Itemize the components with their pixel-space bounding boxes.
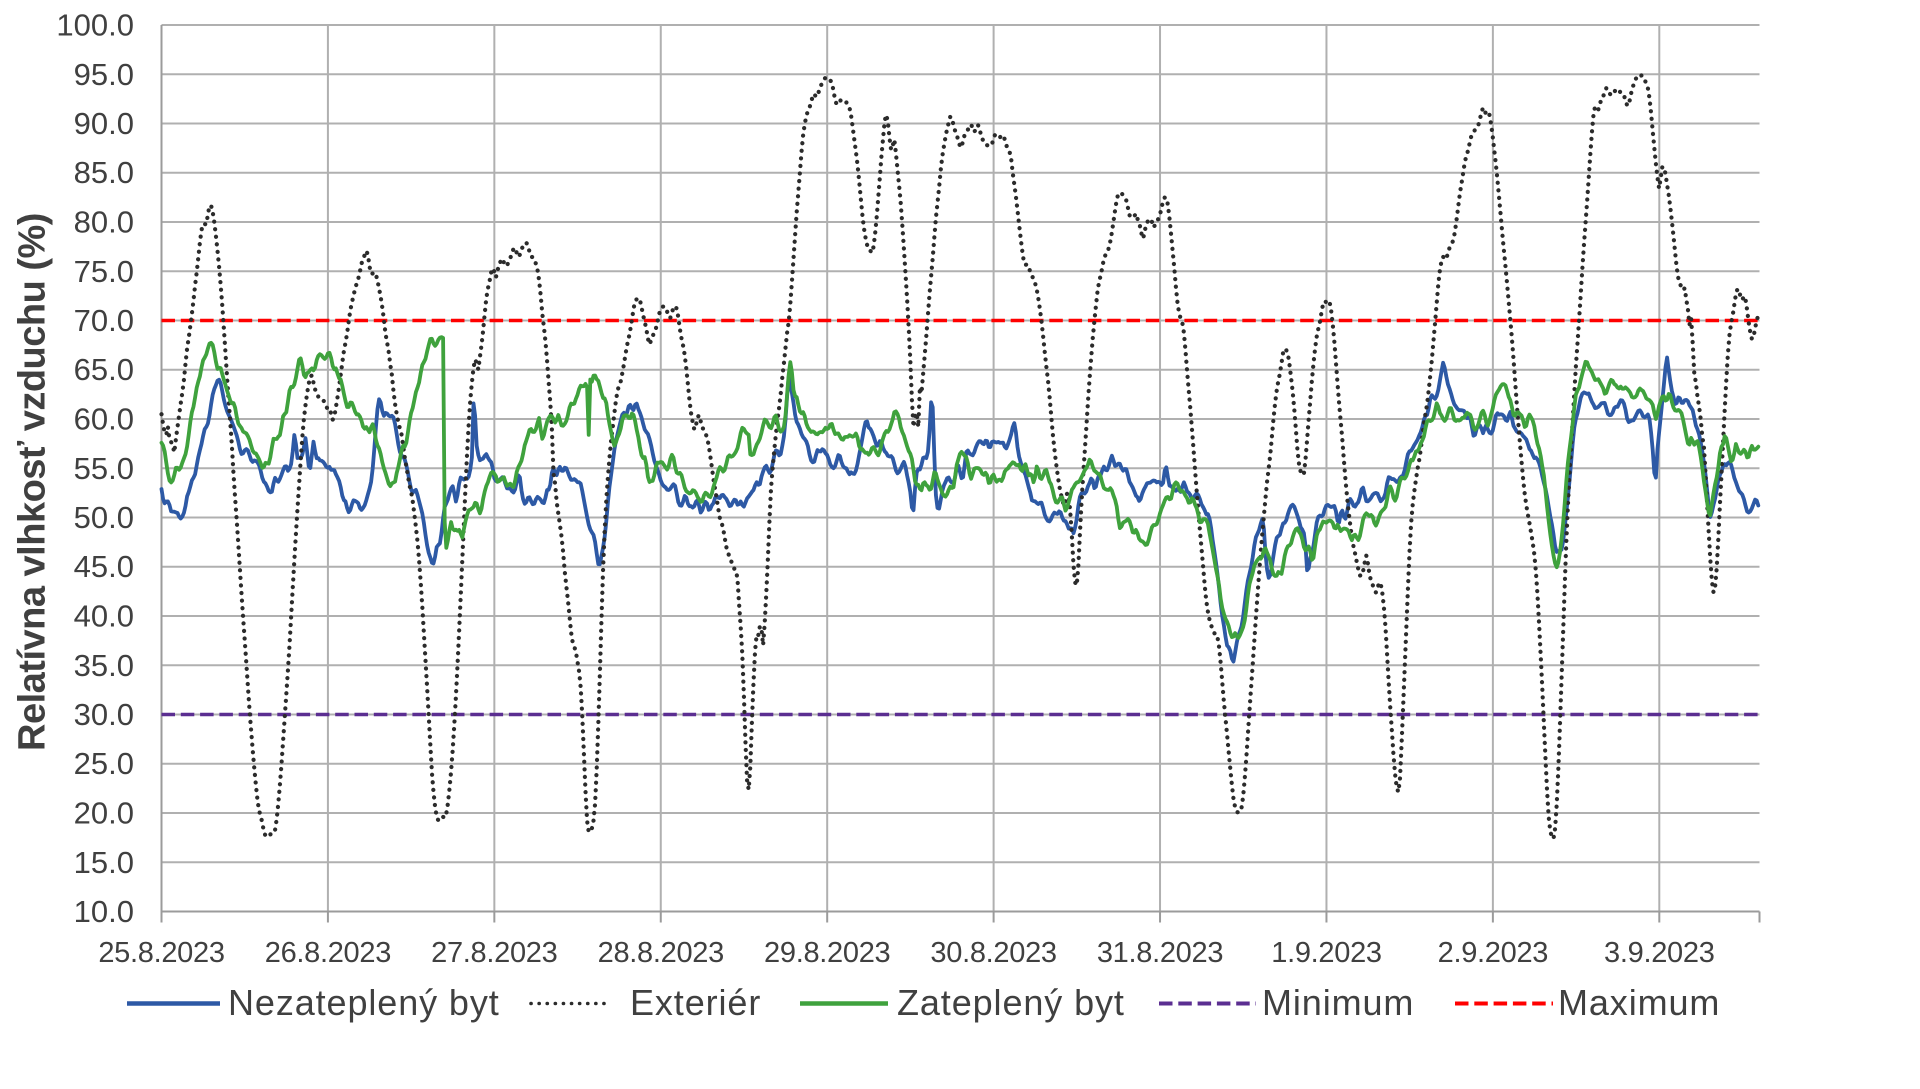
svg-text:Maximum: Maximum [1558,982,1720,1023]
svg-text:45.0: 45.0 [74,549,134,584]
svg-text:50.0: 50.0 [74,500,134,535]
svg-text:90.0: 90.0 [74,106,134,141]
svg-text:2.9.2023: 2.9.2023 [1438,937,1549,969]
svg-text:55.0: 55.0 [74,451,134,486]
svg-text:35.0: 35.0 [74,648,134,683]
svg-text:65.0: 65.0 [74,352,134,387]
svg-text:100.0: 100.0 [56,8,134,43]
svg-text:3.9.2023: 3.9.2023 [1604,937,1715,969]
svg-text:15.0: 15.0 [74,845,134,880]
svg-text:70.0: 70.0 [74,303,134,338]
svg-text:Nezateplený byt: Nezateplený byt [228,982,500,1023]
svg-text:75.0: 75.0 [74,254,134,289]
svg-text:30.0: 30.0 [74,697,134,732]
svg-text:80.0: 80.0 [74,205,134,240]
svg-text:29.8.2023: 29.8.2023 [764,937,890,969]
svg-text:Relatívna vlhkosť vzduchu (%): Relatívna vlhkosť vzduchu (%) [12,213,54,751]
svg-text:Minimum: Minimum [1262,982,1414,1023]
svg-text:28.8.2023: 28.8.2023 [598,937,724,969]
svg-text:Exteriér: Exteriér [630,982,761,1023]
svg-text:25.0: 25.0 [74,746,134,781]
svg-text:31.8.2023: 31.8.2023 [1097,937,1223,969]
svg-text:30.8.2023: 30.8.2023 [930,937,1056,969]
svg-text:20.0: 20.0 [74,796,134,831]
svg-text:40.0: 40.0 [74,599,134,634]
svg-text:60.0: 60.0 [74,402,134,437]
svg-text:27.8.2023: 27.8.2023 [431,937,557,969]
svg-text:85.0: 85.0 [74,155,134,190]
svg-text:25.8.2023: 25.8.2023 [98,937,224,969]
svg-text:10.0: 10.0 [74,894,134,929]
svg-text:95.0: 95.0 [74,57,134,92]
svg-text:26.8.2023: 26.8.2023 [265,937,391,969]
svg-text:1.9.2023: 1.9.2023 [1271,937,1382,969]
svg-text:Zateplený byt: Zateplený byt [897,982,1125,1023]
